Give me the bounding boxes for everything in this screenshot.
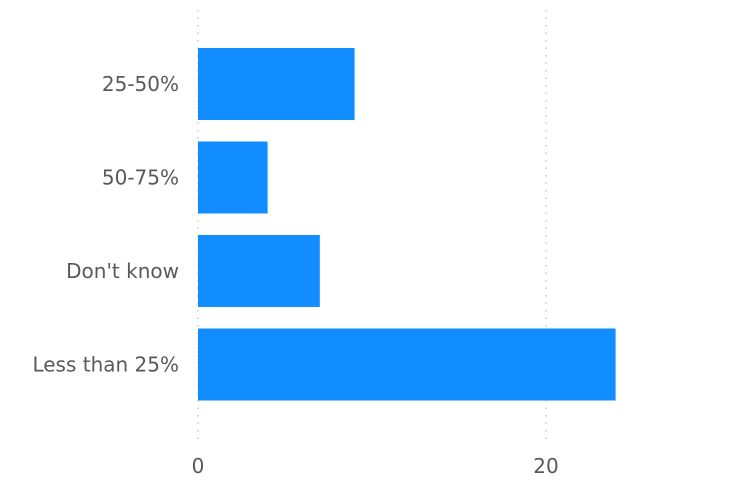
category-labels: 25-50% 50-75% Don't know Less than 25% [32,72,179,377]
bar-0 [198,48,355,120]
x-tick-label-0: 0 [192,454,205,478]
category-label-1: 50-75% [102,166,179,190]
bar-3 [198,328,616,401]
category-label-2: Don't know [66,259,179,283]
bar-1 [198,141,268,214]
category-label-3: Less than 25% [32,353,179,377]
category-label-0: 25-50% [102,72,179,96]
bar-2 [198,235,320,307]
x-tick-label-1: 20 [533,454,558,478]
bars [198,48,616,401]
x-axis-tick-labels: 0 20 [192,454,559,478]
